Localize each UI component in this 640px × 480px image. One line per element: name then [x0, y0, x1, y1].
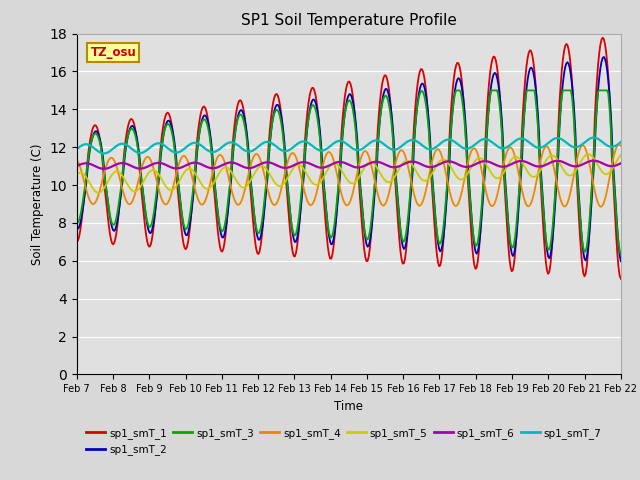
sp1_smT_2 — [378, 106, 385, 111]
sp1_smT_6 — [100, 166, 108, 172]
sp1_smT_7 — [303, 140, 311, 145]
Line: sp1_smT_6: sp1_smT_6 — [77, 161, 621, 169]
sp1_smT_5 — [378, 174, 386, 180]
sp1_smT_5 — [73, 172, 81, 178]
sp1_smT_7 — [73, 146, 81, 152]
sp1_smT_3 — [474, 240, 481, 245]
sp1_smT_6 — [568, 163, 576, 169]
Text: TZ_osu: TZ_osu — [90, 46, 136, 59]
sp1_smT_6 — [243, 165, 251, 171]
sp1_smT_7 — [243, 148, 251, 154]
sp1_smT_4 — [614, 142, 622, 147]
sp1_smT_2 — [600, 54, 607, 60]
sp1_smT_6 — [303, 160, 311, 166]
sp1_smT_6 — [378, 160, 386, 166]
sp1_smT_3 — [568, 94, 576, 100]
sp1_smT_6 — [617, 160, 625, 166]
sp1_smT_3 — [73, 220, 81, 226]
sp1_smT_5 — [474, 156, 481, 161]
sp1_smT_4 — [378, 201, 385, 207]
sp1_smT_7 — [378, 140, 386, 146]
sp1_smT_1 — [378, 88, 385, 94]
Y-axis label: Soil Temperature (C): Soil Temperature (C) — [31, 143, 44, 265]
sp1_smT_6 — [589, 158, 597, 164]
sp1_smT_7 — [100, 151, 108, 156]
sp1_smT_5 — [584, 151, 592, 157]
sp1_smT_7 — [589, 135, 597, 141]
sp1_smT_3 — [617, 251, 625, 257]
sp1_smT_3 — [452, 87, 460, 93]
sp1_smT_3 — [242, 131, 250, 137]
sp1_smT_6 — [404, 159, 412, 165]
Line: sp1_smT_1: sp1_smT_1 — [77, 37, 621, 279]
sp1_smT_3 — [403, 221, 411, 227]
sp1_smT_4 — [617, 143, 625, 149]
X-axis label: Time: Time — [334, 400, 364, 413]
sp1_smT_4 — [242, 182, 250, 188]
sp1_smT_4 — [596, 204, 604, 209]
Line: sp1_smT_7: sp1_smT_7 — [77, 138, 621, 154]
sp1_smT_4 — [473, 148, 481, 154]
sp1_smT_3 — [302, 134, 310, 140]
sp1_smT_1 — [242, 126, 250, 132]
sp1_smT_1 — [567, 64, 575, 70]
sp1_smT_2 — [617, 258, 625, 264]
sp1_smT_5 — [243, 182, 251, 188]
sp1_smT_1 — [403, 234, 411, 240]
sp1_smT_2 — [473, 251, 481, 256]
sp1_smT_5 — [303, 172, 311, 178]
sp1_smT_1 — [617, 276, 625, 282]
sp1_smT_4 — [567, 188, 575, 193]
sp1_smT_3 — [378, 107, 385, 113]
sp1_smT_2 — [567, 72, 575, 77]
sp1_smT_2 — [403, 232, 411, 238]
sp1_smT_6 — [474, 160, 481, 166]
Line: sp1_smT_2: sp1_smT_2 — [77, 57, 621, 261]
sp1_smT_4 — [403, 160, 411, 166]
sp1_smT_1 — [473, 265, 481, 271]
sp1_smT_1 — [302, 121, 310, 127]
sp1_smT_2 — [73, 225, 81, 231]
Title: SP1 Soil Temperature Profile: SP1 Soil Temperature Profile — [241, 13, 457, 28]
sp1_smT_1 — [599, 35, 607, 40]
sp1_smT_7 — [404, 138, 412, 144]
sp1_smT_4 — [302, 195, 310, 201]
sp1_smT_4 — [73, 157, 81, 163]
Legend: sp1_smT_1, sp1_smT_2, sp1_smT_3, sp1_smT_4, sp1_smT_5, sp1_smT_6, sp1_smT_7: sp1_smT_1, sp1_smT_2, sp1_smT_3, sp1_smT… — [82, 424, 605, 459]
sp1_smT_5 — [95, 190, 102, 196]
sp1_smT_5 — [404, 158, 412, 164]
sp1_smT_2 — [242, 124, 250, 130]
sp1_smT_6 — [73, 163, 81, 169]
sp1_smT_5 — [568, 172, 576, 178]
Line: sp1_smT_3: sp1_smT_3 — [77, 90, 621, 254]
Line: sp1_smT_5: sp1_smT_5 — [77, 154, 621, 193]
sp1_smT_7 — [568, 144, 576, 149]
sp1_smT_7 — [474, 139, 481, 145]
sp1_smT_5 — [617, 152, 625, 158]
sp1_smT_1 — [73, 239, 81, 245]
sp1_smT_2 — [302, 137, 310, 143]
Line: sp1_smT_4: sp1_smT_4 — [77, 144, 621, 206]
sp1_smT_7 — [617, 139, 625, 145]
